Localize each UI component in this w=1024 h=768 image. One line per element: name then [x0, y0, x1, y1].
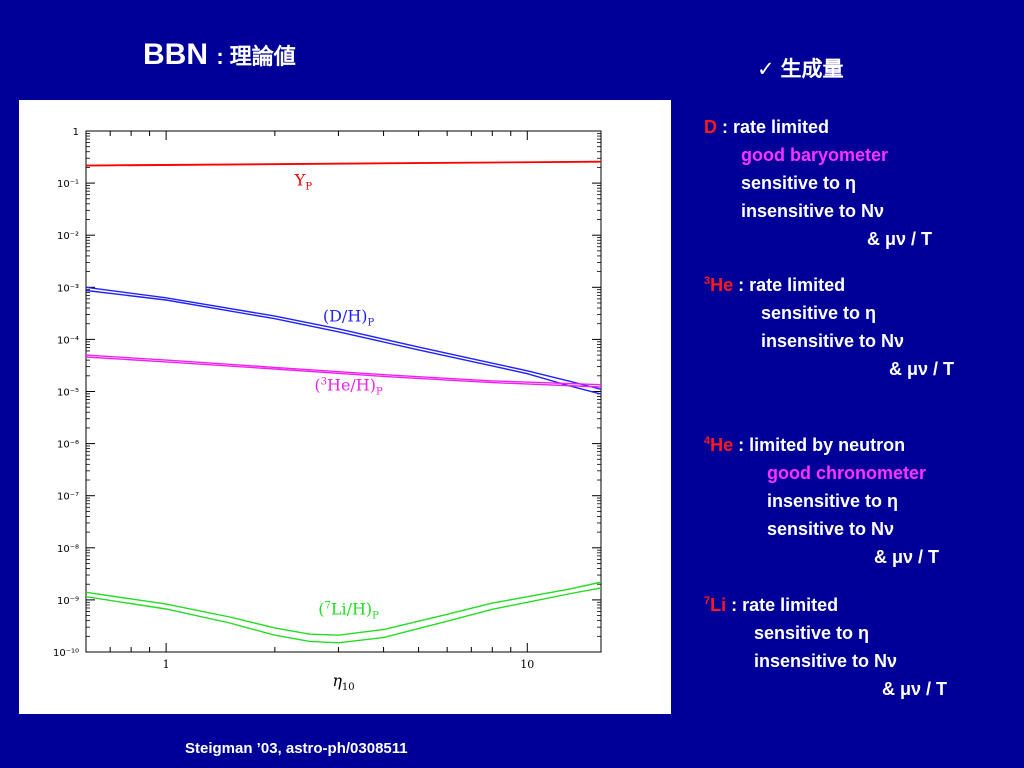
series-dh-lower-line	[86, 289, 601, 395]
y-tick-label: 10⁻³	[57, 283, 79, 294]
series-dh-upper-line	[86, 286, 601, 390]
check-mark-icon: ✓	[757, 58, 775, 81]
note-he3-line2: insensitive to Nν	[761, 331, 905, 351]
note-deuterium: D : rate limited good baryometer sensiti…	[704, 113, 932, 253]
y-tick-label: 10⁻²	[57, 231, 79, 242]
slide-title: BBN : 理論値	[143, 38, 296, 72]
note-he4-line4: & μν / T	[874, 547, 940, 567]
x-tick-label: 10	[520, 658, 534, 671]
y-tick-label: 10⁻⁶	[57, 440, 79, 451]
series-yp-label: YP	[294, 170, 313, 192]
note-d-line2: sensitive to η	[741, 173, 857, 193]
note-he4-mass: 4	[704, 435, 711, 447]
note-he3-line1: sensitive to η	[761, 303, 877, 323]
series-he3h-upper-line	[86, 354, 601, 386]
y-tick-label: 1	[73, 127, 79, 138]
note-d-line4: & μν / T	[867, 229, 933, 249]
note-d-rate: : rate limited	[717, 117, 830, 137]
production-label: 生成量	[780, 58, 844, 81]
note-d-line3: insensitive to Nν	[741, 201, 885, 221]
y-tick-label: 10⁻⁸	[57, 544, 79, 555]
series-li7h-label: (7Li/H)P	[318, 600, 379, 622]
y-tick-label: 10⁻¹⁰	[53, 648, 79, 659]
y-tick-label: 10⁻⁴	[57, 335, 79, 346]
series-li7h-upper-line	[86, 581, 601, 636]
x-axis-label: η10	[332, 671, 354, 693]
citation: Steigman ’03, astro-ph/0308511	[185, 740, 408, 757]
title-main: BBN	[143, 38, 208, 71]
series-he3h-lower-line	[86, 356, 601, 388]
note-he3-mass: 3	[704, 275, 711, 287]
note-he4-symbol: He	[710, 435, 734, 455]
note-he3-symbol: He	[710, 275, 734, 295]
series-dh-label: (D/H)P	[323, 307, 375, 329]
note-li7-mass: 7	[704, 595, 711, 607]
bbn-abundance-chart: 1 10⁻¹ 10⁻² 10⁻³ 10⁻⁴ 10⁻⁵ 10⁻⁶ 10⁻⁷ 10⁻⁸ 10⁻⁹ 10⁻…	[53, 127, 602, 693]
note-d-symbol: D	[704, 117, 717, 137]
series-he3h-label: (3He/H)P	[314, 375, 383, 397]
note-he4-line1: good chronometer	[767, 463, 927, 483]
note-he4-rate: : limited by neutron	[733, 435, 906, 455]
title-sub: : 理論値	[216, 44, 296, 69]
series-yp-lower-line	[86, 161, 601, 167]
y-tick-label: 10⁻¹	[57, 179, 79, 190]
y-tick-label: 10⁻⁹	[57, 596, 79, 607]
note-d-line1: good baryometer	[741, 145, 889, 165]
y-tick-label: 10⁻⁷	[57, 492, 79, 503]
note-lithium7: 7Li : rate limited sensitive to η insens…	[704, 587, 947, 703]
note-he4-line2: insensitive to η	[767, 491, 899, 511]
chart-panel: 1 10⁻¹ 10⁻² 10⁻³ 10⁻⁴ 10⁻⁵ 10⁻⁶ 10⁻⁷ 10⁻⁸ 10⁻⁹ 10⁻…	[19, 100, 671, 714]
note-helium3: 3He : rate limited sensitive to η insens…	[704, 267, 954, 383]
note-li7-symbol: Li	[710, 595, 727, 615]
note-li7-line2: insensitive to Nν	[754, 651, 898, 671]
note-li7-rate: : rate limited	[726, 595, 839, 615]
note-he3-line3: & μν / T	[889, 359, 955, 379]
note-he4-line3: sensitive to Nν	[767, 519, 895, 539]
series-li7h-lower-line	[86, 587, 601, 644]
note-li7-line1: sensitive to η	[754, 623, 870, 643]
note-he3-rate: : rate limited	[733, 275, 846, 295]
note-helium4: 4He : limited by neutron good chronomete…	[704, 427, 939, 571]
x-tick-label: 1	[163, 658, 170, 671]
note-li7-line3: & μν / T	[882, 679, 948, 699]
y-tick-label: 10⁻⁵	[57, 388, 79, 399]
production-heading: ✓ 生成量	[757, 53, 843, 83]
